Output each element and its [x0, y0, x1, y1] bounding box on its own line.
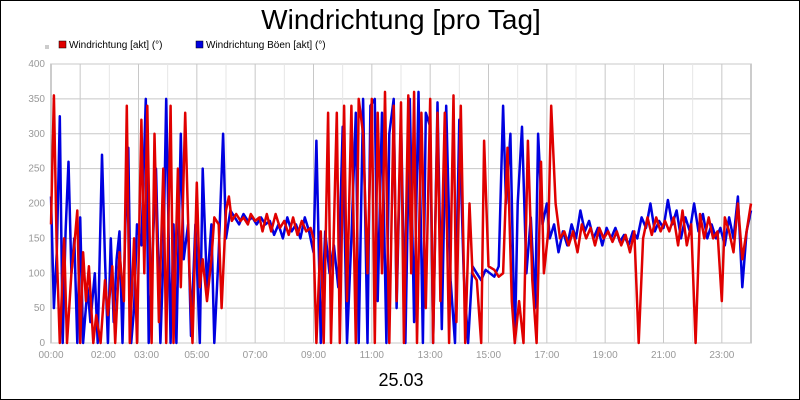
y-tick-label: 350 [28, 94, 45, 105]
x-tick-label: 13:00 [418, 350, 443, 361]
x-tick-label: 21:00 [651, 350, 676, 361]
y-axis-ticks: 0 50 100 150 200 250 300 350 400 [28, 59, 45, 349]
y-tick-label: 400 [28, 59, 45, 70]
chart-title: Windrichtung [pro Tag] [261, 4, 541, 35]
series-line-windrichtung [49, 90, 753, 345]
x-tick-label: 07:00 [243, 350, 268, 361]
y-tick-label: 0 [39, 338, 45, 349]
legend-label-windrichtung: Windrichtung [akt] (°) [69, 40, 162, 51]
date-label: 25.03 [378, 370, 423, 390]
legend: Windrichtung [akt] (°) Windrichtung Böen… [45, 40, 326, 51]
x-tick-label: 03:00 [134, 350, 159, 361]
x-tick-label: 09:00 [301, 350, 326, 361]
x-tick-label: 19:00 [593, 350, 618, 361]
y-tick-label: 150 [28, 233, 45, 244]
x-tick-label: 00:00 [38, 350, 63, 361]
y-tick-label: 50 [34, 303, 46, 314]
y-tick-label: 300 [28, 129, 45, 140]
x-tick-label: 17:00 [534, 350, 559, 361]
x-tick-label: 05:00 [184, 350, 209, 361]
series-layer [49, 90, 753, 345]
x-tick-label: 11:00 [360, 350, 385, 361]
legend-toggle-icon[interactable] [45, 45, 49, 49]
x-tick-label: 23:00 [709, 350, 734, 361]
x-tick-label: 15:00 [476, 350, 501, 361]
legend-swatch-blue-icon [195, 40, 204, 49]
x-axis-ticks: 00:00 02:00 03:00 05:00 07:00 09:00 11:00 13:00… [38, 350, 734, 361]
legend-swatch-red-icon [58, 40, 67, 49]
y-tick-label: 100 [28, 268, 45, 279]
legend-label-boeen: Windrichtung Böen [akt] (°) [206, 40, 326, 51]
y-tick-label: 250 [28, 164, 45, 175]
x-tick-label: 02:00 [91, 350, 116, 361]
y-tick-label: 200 [28, 199, 45, 210]
